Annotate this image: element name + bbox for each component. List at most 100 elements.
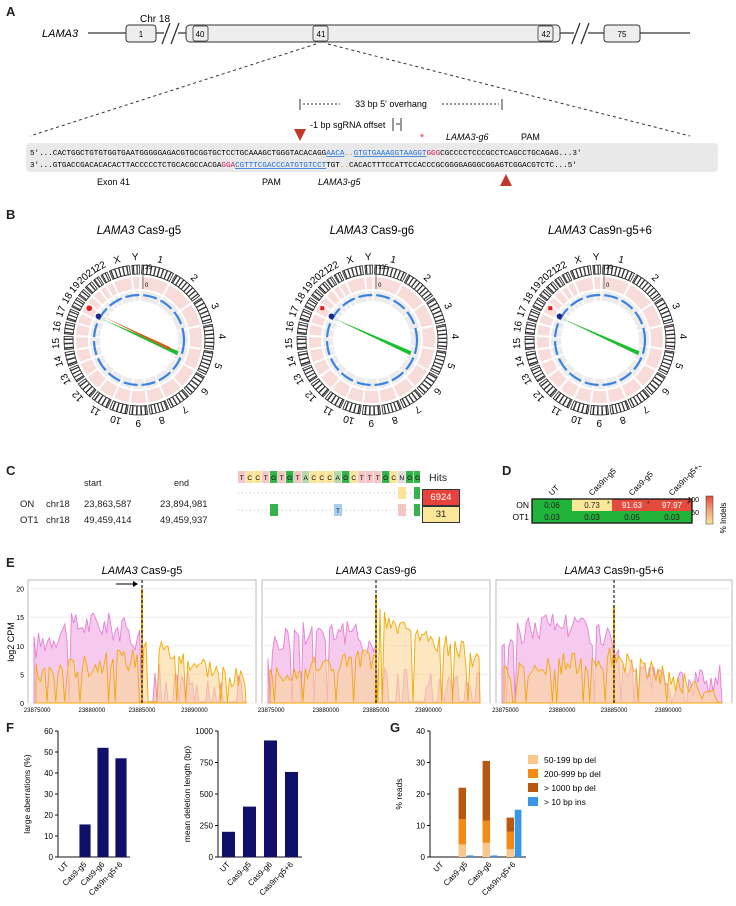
chromosome-band [197, 306, 207, 312]
heatmap-star: * [687, 501, 690, 508]
star-marker: * [420, 132, 425, 144]
seq-base-box [246, 471, 254, 483]
chromosome-band [300, 317, 310, 322]
chromosome-band [654, 376, 663, 383]
chromosome-band [65, 323, 75, 327]
track-panel-3: LAMA3 Cas9n-g5+6 23875000 23880000 23885000… [492, 565, 733, 714]
track-xtick: 23885000 [129, 708, 156, 714]
chromosome-label: 14 [52, 354, 66, 368]
chromosome-label: X [112, 254, 122, 266]
chromosome-band [436, 354, 446, 358]
row-on-start: 23,863,587 [84, 499, 132, 510]
y-tick-label: 0 [421, 853, 426, 862]
zoom-line-left [29, 43, 317, 137]
track-xtick: 23890000 [415, 708, 442, 714]
chromosome-band [204, 329, 214, 332]
chromosome-band [641, 281, 649, 290]
chromosome-band [421, 382, 430, 390]
chromosome-label: 16 [512, 320, 525, 333]
track-ytick: 10 [16, 644, 24, 651]
coverage-track [107, 283, 118, 297]
bar [263, 740, 278, 857]
y-tick-label: 1000 [195, 727, 213, 736]
bg-track [638, 329, 649, 347]
chromosome-label: 3 [441, 301, 453, 311]
chromosome-band [421, 290, 429, 298]
chromosome-band [115, 402, 120, 412]
chromosome-band [527, 356, 537, 361]
panel-label-g: G [390, 720, 401, 735]
exon-box-41 [312, 25, 329, 42]
chromosome-band [665, 329, 675, 332]
chromosome-band [411, 392, 418, 401]
chromosome-band [565, 272, 571, 282]
coverage-track [537, 324, 551, 336]
seq-base-letter: T [264, 475, 268, 482]
chromosome-band [302, 310, 312, 316]
heatmap-value: 0.06 [544, 501, 560, 510]
chromosome-label: 6 [198, 385, 210, 397]
hits-on: 6924 [422, 489, 460, 506]
heatmap-value: 0.05 [624, 513, 640, 522]
gene-name: LAMA3 [42, 28, 79, 40]
seq-base-box [382, 471, 390, 483]
chromosome-band [525, 338, 535, 340]
chromosome-band [432, 310, 442, 315]
seq-base-box [342, 471, 350, 483]
chromosome-band [525, 342, 535, 345]
heatmap-cell [612, 499, 652, 511]
chromosome-band [661, 314, 671, 319]
chromosome-band [651, 293, 660, 300]
x-tick-label: Cas9-g5 [442, 860, 470, 888]
chromosome-label: 10 [570, 412, 584, 426]
seq-base-box [278, 471, 286, 483]
exon-label-42: 42 [542, 30, 551, 39]
chromosome-label: 2 [421, 272, 433, 284]
chromosome-band [408, 394, 415, 403]
coverage-track [554, 291, 568, 305]
chromosome-band [110, 270, 115, 280]
heatmap-cell [612, 511, 652, 523]
heatmap-star: * [647, 501, 650, 508]
coverage-track [114, 277, 133, 294]
chromosome-band [629, 398, 635, 408]
header-end: end [174, 478, 190, 488]
chromosome-ideogram [326, 276, 338, 288]
chromosome-label: 8 [157, 413, 166, 425]
y-tick-label: 60 [44, 727, 53, 736]
chromosome-band [644, 284, 652, 292]
chromosome-band [601, 405, 604, 415]
chromosome-label: 5 [444, 361, 456, 370]
chromosome-band [401, 398, 407, 408]
legend-swatch [528, 769, 538, 778]
chromosome-band [321, 388, 329, 397]
chromosome-band [428, 373, 437, 379]
coverage-track [374, 277, 401, 295]
chromosome-band [665, 337, 675, 340]
seq-base-letter: N [399, 475, 404, 482]
ot1-row-block [334, 504, 342, 516]
chromosome-band [132, 265, 135, 275]
chromosome-band [533, 305, 542, 311]
track-xtick: 23875000 [492, 708, 519, 714]
chromosome-label: 6 [431, 385, 443, 397]
chromosome-label: 22 [326, 259, 341, 274]
exon-box-40 [192, 25, 209, 42]
chromosome-band [646, 385, 655, 394]
seq-base-box [326, 471, 334, 483]
chromosome-band [136, 265, 138, 275]
coverage-track [549, 297, 563, 310]
scale-tick-bottom: 0 [378, 283, 382, 289]
chromosome-label: 22 [554, 259, 569, 274]
chromosome-label: 2 [649, 272, 661, 284]
exon-box-75 [603, 24, 641, 43]
chromosome-band [174, 277, 182, 286]
heatmap-col-label: UT [547, 483, 561, 497]
chromosome-band [200, 314, 210, 319]
coverage-track [132, 277, 140, 290]
y-tick-label: 40 [416, 727, 425, 736]
on-row-block [398, 487, 406, 499]
heatmap-row-label: ON [516, 500, 529, 510]
chromosome-band [199, 310, 209, 315]
